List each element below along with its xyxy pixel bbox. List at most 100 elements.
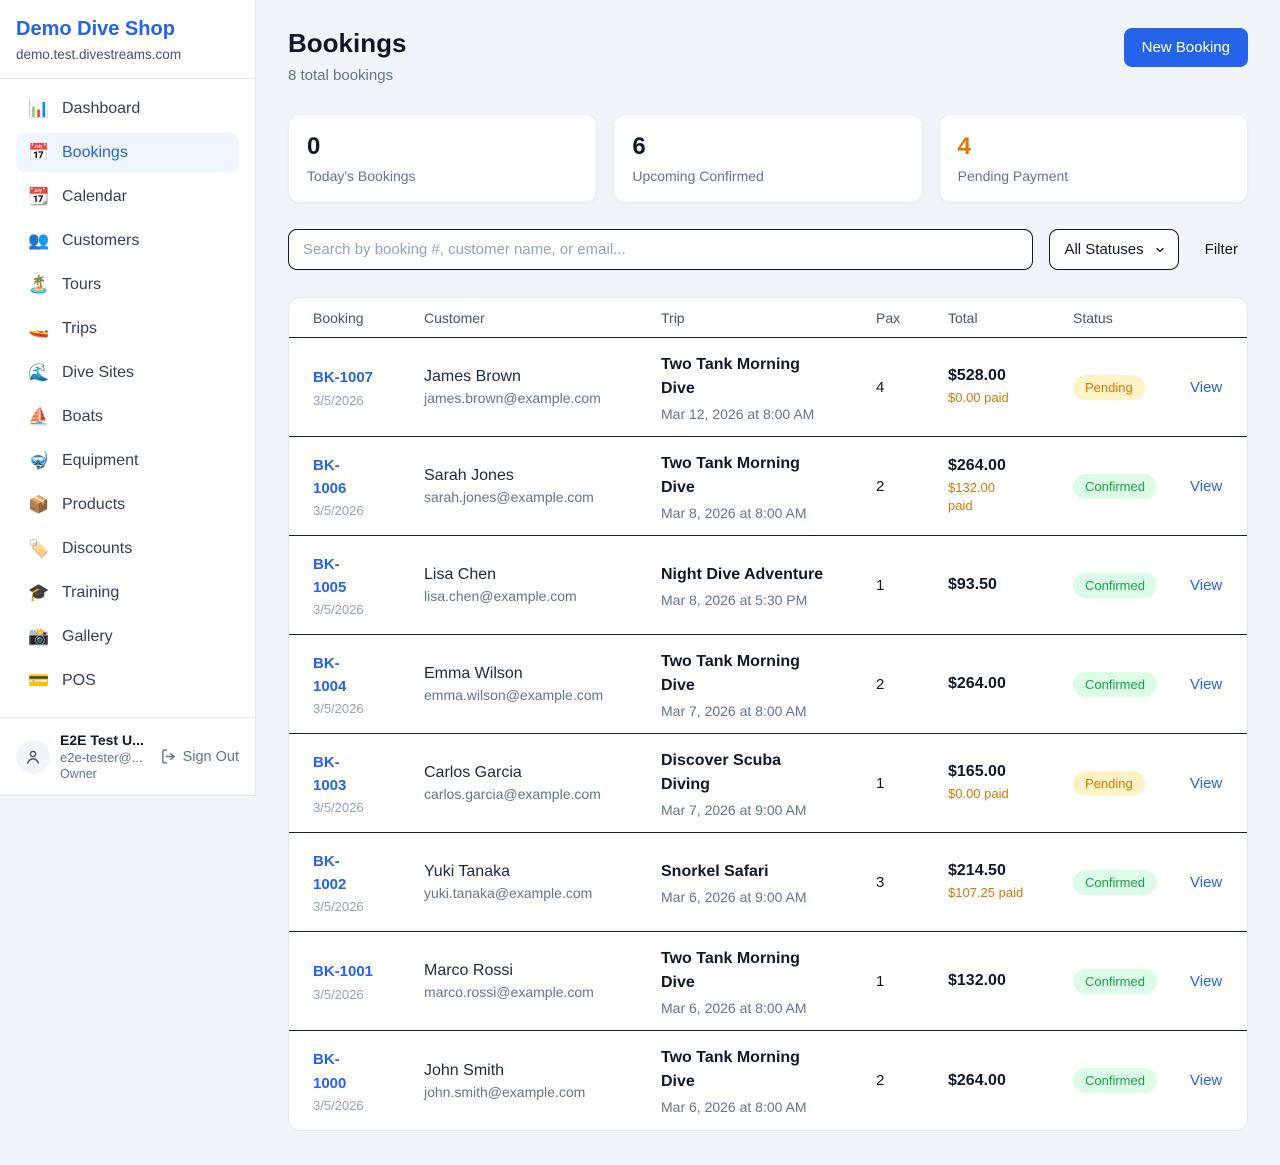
table-row: BK-1001 3/5/2026 Marco Rossi marco.rossi…	[289, 932, 1247, 1031]
chevron-down-icon	[1156, 247, 1164, 252]
main-content: Bookings 8 total bookings New Booking 0 …	[256, 0, 1280, 1165]
new-booking-button[interactable]: New Booking	[1123, 28, 1248, 67]
view-link[interactable]: View	[1190, 477, 1223, 495]
table-row: BK- 1006 3/5/2026 Sarah Jones sarah.jone…	[289, 437, 1247, 536]
nav-item-icon: 📸	[28, 627, 50, 646]
sidebar-item[interactable]: 🎓 Training	[16, 573, 239, 613]
status-cell: Confirmed	[1073, 437, 1190, 535]
sidebar-item[interactable]: 🏝️ Tours	[16, 265, 239, 305]
actions-cell: View	[1190, 833, 1232, 931]
nav-item-icon: 📆	[28, 187, 50, 206]
customer-email: john.smith@example.com	[424, 1083, 586, 1100]
trip-datetime: Mar 12, 2026 at 8:00 AM	[661, 405, 815, 422]
view-link[interactable]: View	[1190, 576, 1223, 594]
booking-id-link[interactable]: BK-1007	[313, 369, 374, 387]
booking-id-link[interactable]: BK- 1000	[313, 1051, 347, 1092]
customer-email: emma.wilson@example.com	[424, 687, 604, 703]
user-email: e2e-tester@...	[60, 750, 143, 765]
stat-card: 4 Pending Payment	[938, 114, 1248, 203]
trip-name: Two Tank Morning Dive	[661, 1049, 800, 1090]
booking-cell: BK-1007 3/5/2026	[313, 338, 424, 436]
status-badge: Confirmed	[1073, 968, 1157, 994]
pax-value: 1	[876, 774, 885, 792]
booking-date: 3/5/2026	[313, 986, 364, 1002]
trip-cell: Two Tank Morning Dive Mar 6, 2026 at 8:0…	[661, 932, 876, 1030]
bookings-table: Booking Customer Trip Pax Total Status B…	[288, 297, 1248, 1131]
sidebar-item[interactable]: 💳 POS	[16, 661, 239, 701]
status-select[interactable]: All Statuses	[1049, 229, 1179, 270]
booking-id-link[interactable]: BK- 1004	[313, 654, 347, 695]
actions-cell: View	[1190, 635, 1232, 733]
status-cell: Pending	[1073, 734, 1190, 832]
booking-id-link[interactable]: BK- 1005	[313, 555, 347, 596]
trip-cell: Two Tank Morning Dive Mar 7, 2026 at 8:0…	[661, 635, 876, 733]
stat-value: 4	[957, 133, 972, 160]
status-badge: Pending	[1073, 770, 1145, 796]
pax-value: 1	[876, 576, 885, 594]
sidebar-item-label: Bookings	[62, 144, 128, 161]
booking-date: 3/5/2026	[313, 800, 364, 816]
booking-id-link[interactable]: BK- 1006	[313, 456, 347, 497]
stats-row: 0 Today's Bookings 6 Upcoming Confirmed …	[288, 114, 1248, 203]
pax-cell: 3	[876, 833, 948, 931]
total-amount: $264.00	[948, 1071, 1006, 1089]
booking-date: 3/5/2026	[313, 602, 364, 618]
user-avatar-icon	[16, 739, 50, 774]
sidebar-item[interactable]: 🚤 Trips	[16, 309, 239, 349]
sidebar-item[interactable]: 📊 Dashboard	[16, 89, 239, 129]
nav-item-icon: 🤿	[28, 451, 50, 470]
view-link[interactable]: View	[1190, 972, 1223, 990]
filter-button[interactable]: Filter	[1195, 233, 1248, 266]
status-badge: Pending	[1073, 374, 1145, 400]
paid-amount: $132.00 paid	[948, 480, 995, 513]
status-badge: Confirmed	[1073, 869, 1157, 895]
paid-amount: $0.00 paid	[948, 390, 1009, 406]
nav-item-icon: 🌊	[28, 363, 50, 382]
col-header-pax: Pax	[876, 310, 901, 326]
booking-id-link[interactable]: BK- 1002	[313, 852, 347, 893]
pax-value: 1	[876, 972, 885, 990]
booking-date: 3/5/2026	[313, 701, 364, 717]
view-link[interactable]: View	[1190, 873, 1223, 891]
sidebar-item[interactable]: ⛵ Boats	[16, 397, 239, 437]
nav-item-icon: 💳	[28, 671, 50, 690]
customer-email: james.brown@example.com	[424, 390, 601, 406]
sidebar-item[interactable]: 🌊 Dive Sites	[16, 353, 239, 393]
total-cell: $165.00 $0.00 paid	[948, 734, 1073, 832]
booking-id-link[interactable]: BK- 1003	[313, 753, 347, 794]
sign-out-button[interactable]: Sign Out	[160, 748, 239, 765]
sidebar-item[interactable]: 📅 Bookings	[16, 133, 239, 173]
customer-cell: Lisa Chen lisa.chen@example.com	[424, 536, 661, 634]
pax-value: 2	[876, 675, 885, 693]
sidebar-item-label: Dashboard	[62, 100, 141, 117]
total-cell: $214.50 $107.25 paid	[948, 833, 1073, 931]
booking-id-link[interactable]: BK-1001	[313, 963, 374, 981]
view-link[interactable]: View	[1190, 1072, 1223, 1089]
sidebar-item[interactable]: 📸 Gallery	[16, 617, 239, 657]
stat-value: 6	[632, 133, 646, 160]
nav-item-icon: 🎓	[28, 583, 50, 602]
sidebar-item[interactable]: 📦 Products	[16, 485, 239, 525]
view-link[interactable]: View	[1190, 774, 1223, 792]
sidebar-item[interactable]: 📆 Calendar	[16, 177, 239, 217]
view-link[interactable]: View	[1190, 378, 1223, 396]
customer-name: James Brown	[424, 368, 521, 385]
view-link[interactable]: View	[1190, 675, 1223, 693]
sidebar-item[interactable]: 🏷️ Discounts	[16, 529, 239, 569]
table-header-row: Booking Customer Trip Pax Total Status	[289, 298, 1247, 338]
nav-item-icon: 📦	[28, 495, 50, 514]
sidebar-item[interactable]: 🤿 Equipment	[16, 441, 239, 481]
pax-cell: 1	[876, 536, 948, 634]
search-input[interactable]	[288, 229, 1034, 270]
sidebar-item-label: Calendar	[62, 188, 127, 205]
total-cell: $264.00	[948, 635, 1073, 733]
pax-cell: 2	[876, 437, 948, 535]
booking-cell: BK- 1003 3/5/2026	[313, 734, 424, 832]
stat-card: 0 Today's Bookings	[288, 114, 598, 203]
customer-email: carlos.garcia@example.com	[424, 786, 601, 802]
col-header-booking: Booking	[313, 310, 364, 326]
customer-cell: Marco Rossi marco.rossi@example.com	[424, 932, 661, 1030]
stat-card: 6 Upcoming Confirmed	[613, 114, 923, 203]
status-badge: Confirmed	[1073, 671, 1157, 697]
sidebar-item[interactable]: 👥 Customers	[16, 221, 239, 261]
